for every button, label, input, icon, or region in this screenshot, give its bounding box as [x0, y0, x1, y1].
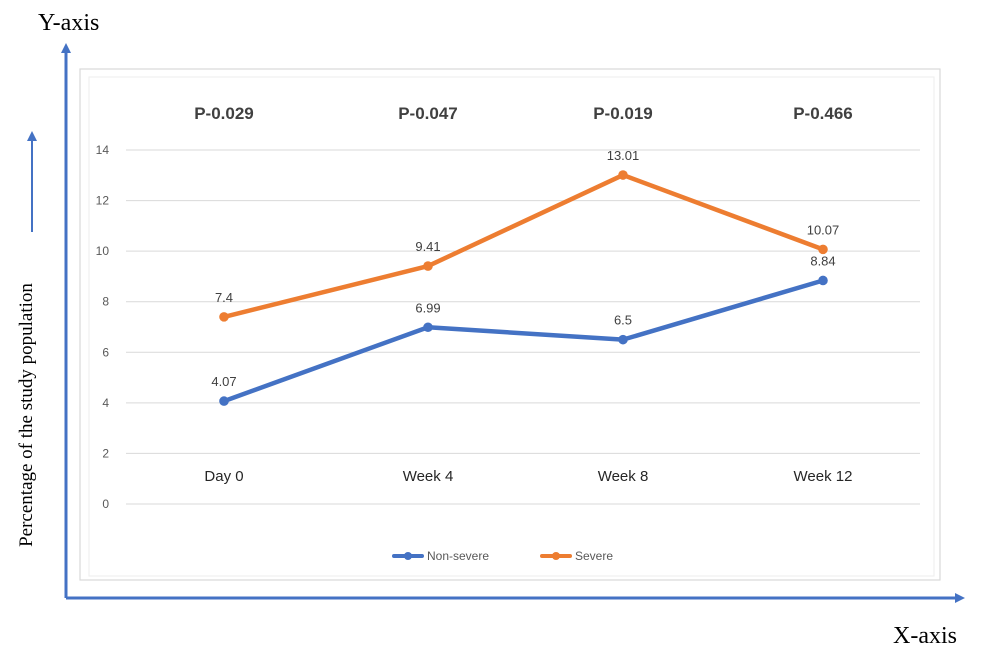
category-label: Week 8 [598, 468, 649, 485]
gridlines [126, 149, 920, 505]
series-line-non-severe [221, 278, 826, 404]
data-label-non-severe: 6.5 [614, 313, 632, 328]
p-value-label: P-0.047 [398, 104, 458, 123]
p-value-labels: P-0.029 P-0.047 P-0.019 P-0.466 [194, 104, 853, 123]
category-label: Day 0 [204, 468, 243, 485]
category-labels: Day 0 Week 4 Week 8 Week 12 [204, 468, 852, 485]
y-tick-label: 8 [102, 295, 109, 309]
data-point-non-severe [618, 334, 628, 345]
series-line-severe [221, 172, 826, 320]
outer-y-axis-title: Y-axis [38, 10, 99, 36]
data-point-severe [618, 170, 628, 180]
y-tick-label: 2 [102, 446, 109, 460]
category-label: Week 12 [794, 468, 853, 485]
legend-marker-severe [552, 552, 560, 560]
legend-label-non-severe: Non-severe [427, 549, 489, 563]
data-point-non-severe [219, 396, 229, 406]
series [219, 170, 828, 406]
y-axis-description: Percentage of the study population [16, 283, 37, 547]
data-label-severe: 10.07 [807, 222, 840, 237]
y-tick-label: 14 [96, 143, 110, 157]
data-point-non-severe [818, 275, 828, 286]
category-label: Week 4 [403, 468, 454, 485]
y-tick-label: 10 [96, 244, 110, 258]
data-point-severe [219, 312, 229, 322]
data-label-severe: 9.41 [415, 239, 440, 254]
data-labels: 4.07 6.99 6.5 8.84 7.4 9.41 13.01 10.07 [211, 148, 839, 389]
legend-marker-non-severe [404, 552, 412, 560]
outer-x-axis-title: X-axis [893, 623, 957, 649]
data-point-non-severe [423, 322, 433, 333]
y-tick-labels: 0 2 4 6 8 10 12 14 [96, 143, 110, 511]
y-tick-label: 0 [102, 497, 109, 511]
data-point-severe [818, 244, 828, 255]
data-label-severe: 7.4 [215, 290, 233, 305]
y-tick-label: 12 [96, 194, 110, 208]
data-label-severe: 13.01 [607, 148, 640, 163]
legend: Non-severe Severe [392, 549, 613, 563]
data-label-non-severe: 8.84 [810, 253, 835, 268]
y-tick-label: 4 [102, 396, 109, 410]
y-tick-label: 6 [102, 345, 109, 359]
data-label-non-severe: 6.99 [415, 300, 440, 315]
p-value-label: P-0.029 [194, 104, 254, 123]
p-value-label: P-0.019 [593, 104, 653, 123]
data-point-severe [423, 261, 433, 271]
plot-border [88, 76, 935, 577]
p-value-label: P-0.466 [793, 104, 853, 123]
chart-frame [79, 68, 941, 581]
legend-label-severe: Severe [575, 549, 613, 563]
data-label-non-severe: 4.07 [211, 374, 236, 389]
